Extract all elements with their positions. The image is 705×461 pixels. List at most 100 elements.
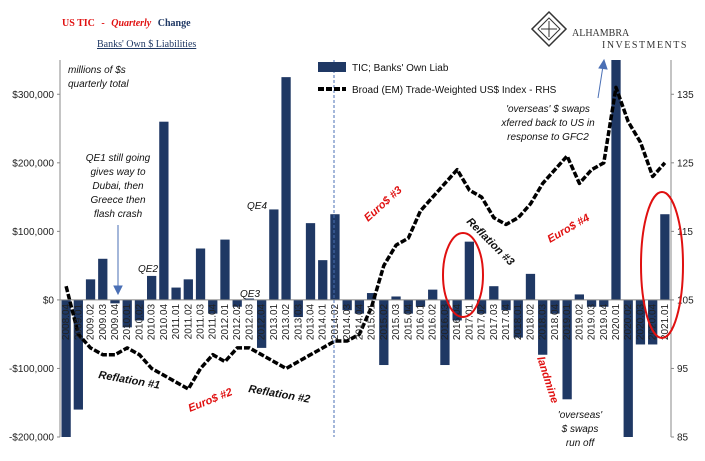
bar (586, 299, 597, 307)
y2-tick-label: 95 (677, 364, 689, 375)
x-tick-label: 2017.04 (501, 303, 512, 340)
x-tick-label: 2009.02 (86, 303, 97, 340)
bar (256, 299, 267, 348)
x-tick-label: 2009.03 (98, 303, 109, 340)
bar (366, 293, 377, 300)
x-tick-label: 2018.02 (525, 303, 536, 340)
title-part: - (101, 18, 104, 29)
legend-swatch (318, 62, 346, 72)
x-tick-label: 2014.04 (354, 303, 365, 340)
x-tick-label: 2019.01 (562, 303, 573, 340)
bar (183, 279, 193, 300)
bar (391, 296, 401, 300)
annotation: QE2 (138, 264, 158, 275)
bar (73, 299, 83, 410)
x-tick-label: 2020.03 (635, 303, 646, 340)
title-part: Change (158, 18, 191, 29)
x-tick-label: 2013.03 (293, 303, 304, 340)
x-tick-label: 2020.01 (611, 303, 622, 340)
x-tick-label: 2010.02 (134, 303, 145, 340)
bar (305, 223, 316, 300)
y2-tick-label: 115 (677, 227, 693, 238)
bar (403, 299, 413, 314)
x-tick-label: 2015.04 (403, 303, 414, 340)
bar (415, 299, 426, 307)
bar (281, 77, 291, 300)
x-tick-label: 2016.01 (415, 303, 426, 340)
x-tick-label: 2012.02 (232, 303, 243, 340)
title-part: Quarterly (111, 18, 152, 29)
logo-text: ALHAMBRA (572, 28, 630, 39)
x-tick-label: 2013.04 (306, 303, 317, 340)
x-tick-label: 2014.01 (318, 303, 329, 340)
annotation: Greece then (90, 195, 145, 206)
bar (452, 299, 462, 321)
arrow (597, 65, 604, 99)
legend-label: TIC; Banks' Own Liab (352, 63, 449, 74)
y-tick-label: -$200,000 (9, 433, 54, 444)
bar (635, 299, 646, 345)
x-tick-label: 2015.02 (379, 303, 390, 340)
arrow-head (598, 58, 608, 70)
annotation: Dubai, then (92, 181, 144, 192)
y-tick-label: -$100,000 (9, 364, 54, 375)
bar (134, 299, 145, 321)
bar (379, 299, 389, 366)
bar (293, 299, 303, 318)
bar (269, 209, 279, 300)
bar (342, 299, 352, 311)
x-tick-label: 2011.03 (196, 303, 207, 339)
bar (562, 299, 572, 400)
y-tick-label: $200,000 (12, 158, 54, 169)
bar (525, 273, 536, 300)
x-tick-label: 2015.03 (391, 303, 402, 340)
bar (611, 60, 621, 300)
highlight (640, 191, 684, 339)
annotation: QE1 still going (86, 153, 151, 164)
bar (623, 299, 633, 437)
bar (354, 299, 365, 314)
x-tick-label: 2016.02 (428, 303, 439, 340)
x-tick-label: 2019.03 (587, 303, 598, 340)
annotation: xferred back to US in (500, 118, 595, 129)
arrows (113, 58, 608, 296)
bar (98, 258, 108, 300)
x-tick-label: 2018.04 (550, 303, 561, 340)
y-tick-label: $100,000 (12, 227, 54, 238)
bar (501, 299, 511, 311)
chart-title: US TIC - Quarterly Change (62, 18, 191, 29)
bar (147, 275, 157, 300)
title-part: US TIC (62, 18, 95, 29)
logo-text: INVESTMENTS (602, 40, 688, 51)
annotation: millions of $s (68, 65, 126, 76)
logo-mark (530, 10, 568, 48)
x-tick-label: 2008.04 (61, 303, 72, 340)
x-tick-label: 2017.01 (464, 303, 475, 340)
bar (648, 299, 658, 345)
annotation: $ swaps (561, 424, 599, 435)
x-tick-label: 2009.04 (110, 303, 121, 340)
bar (61, 299, 71, 437)
x-tick-label: 2019.04 (599, 303, 610, 340)
bar (513, 299, 523, 338)
x-tick-label: 2016.04 (452, 303, 463, 340)
legend-label: Broad (EM) Trade-Weighted US$ Index - RH… (352, 85, 557, 96)
annotation: quarterly total (68, 79, 129, 90)
bar (428, 289, 438, 300)
x-tick-label: 2011.02 (183, 303, 194, 339)
annotation: 'overseas' (558, 410, 603, 421)
x-tick-label: 2012.01 (220, 303, 231, 340)
x-tick-label: 2012.04 (257, 303, 268, 340)
chart-subtitle: Banks' Own $ Liabilities (97, 39, 196, 50)
x-tick-label: 2010.01 (122, 303, 133, 340)
x-tick-label: 2014.03 (342, 303, 353, 340)
bar (660, 214, 670, 300)
annotation: response to GFC2 (507, 132, 589, 143)
bar (122, 299, 132, 328)
x-tick-label: 2019.02 (574, 303, 585, 340)
bar (110, 299, 120, 304)
bar (574, 294, 584, 300)
plot: -$200,000 -$100,000 $0 $100,000 $200,000 $300… (9, 60, 694, 444)
highlight (442, 232, 484, 318)
